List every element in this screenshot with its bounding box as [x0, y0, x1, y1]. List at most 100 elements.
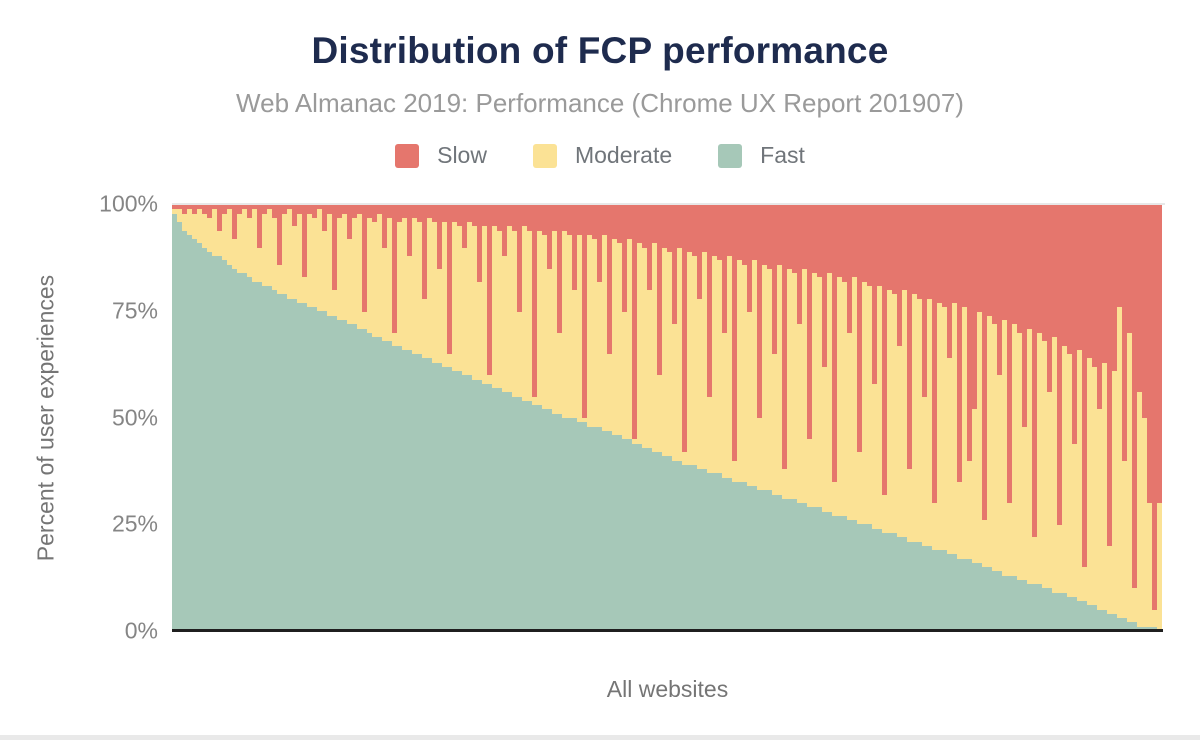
chart-column — [487, 205, 492, 631]
chart-column — [587, 205, 592, 631]
legend-swatch-slow-icon — [395, 143, 420, 168]
chart-column — [432, 205, 437, 631]
chart-column — [257, 205, 262, 631]
chart-column — [557, 205, 562, 631]
chart-column — [297, 205, 302, 631]
chart-column — [482, 205, 487, 631]
y-tick-50: 50% — [111, 404, 158, 431]
chart-column — [457, 205, 462, 631]
chart-column — [467, 205, 472, 631]
chart-column — [187, 205, 192, 631]
chart-column — [1007, 205, 1012, 631]
chart-column — [1122, 205, 1127, 631]
chart-column — [427, 205, 432, 631]
chart-column — [192, 205, 197, 631]
chart-column — [1047, 205, 1052, 631]
chart-column — [942, 205, 947, 631]
chart-column — [752, 205, 757, 631]
chart-column — [417, 205, 422, 631]
chart-column — [1092, 205, 1097, 631]
chart-column — [522, 205, 527, 631]
chart-column — [307, 205, 312, 631]
chart-column — [1067, 205, 1072, 631]
chart-column — [1147, 205, 1152, 631]
chart-column — [447, 205, 452, 631]
chart-column — [882, 205, 887, 631]
chart-column — [272, 205, 277, 631]
chart-column — [807, 205, 812, 631]
legend-label-fast: Fast — [760, 142, 805, 168]
chart-column — [647, 205, 652, 631]
y-axis-title: Percent of user experiences — [32, 274, 59, 562]
chart-column — [832, 205, 837, 631]
chart-column — [572, 205, 577, 631]
chart-column — [292, 205, 297, 631]
chart-column — [732, 205, 737, 631]
chart-column — [617, 205, 622, 631]
chart-column — [812, 205, 817, 631]
chart-column — [437, 205, 442, 631]
chart-column — [517, 205, 522, 631]
chart-column — [367, 205, 372, 631]
chart-column — [722, 205, 727, 631]
chart-column — [562, 205, 567, 631]
chart-column — [222, 205, 227, 631]
chart-column — [1142, 205, 1147, 631]
chart-column — [477, 205, 482, 631]
chart-column — [1037, 205, 1042, 631]
chart-column — [972, 205, 977, 631]
chart-column — [472, 205, 477, 631]
chart-column — [657, 205, 662, 631]
chart-column — [177, 205, 182, 631]
chart-column — [987, 205, 992, 631]
chart-column — [207, 205, 212, 631]
chart-column — [592, 205, 597, 631]
chart-column — [252, 205, 257, 631]
chart-column — [702, 205, 707, 631]
chart-column — [662, 205, 667, 631]
chart-column — [317, 205, 322, 631]
plot-area — [172, 205, 1163, 631]
footer-strip — [0, 735, 1200, 740]
chart-column — [772, 205, 777, 631]
chart-column — [182, 205, 187, 631]
x-axis-label: All websites — [606, 676, 729, 702]
chart-column — [412, 205, 417, 631]
chart-column — [877, 205, 882, 631]
chart-column — [872, 205, 877, 631]
chart-column — [342, 205, 347, 631]
chart-column — [847, 205, 852, 631]
chart-column — [892, 205, 897, 631]
chart-column — [262, 205, 267, 631]
legend-swatch-fast-icon — [718, 143, 743, 168]
chart-column — [547, 205, 552, 631]
chart-column — [392, 205, 397, 631]
chart-column — [577, 205, 582, 631]
chart-column — [217, 205, 222, 631]
chart-column — [742, 205, 747, 631]
chart-column — [1127, 205, 1132, 631]
chart-column — [227, 205, 232, 631]
chart-column — [827, 205, 832, 631]
legend-label-moderate: Moderate — [574, 142, 673, 168]
chart-column — [977, 205, 982, 631]
chart-column — [1157, 205, 1162, 631]
chart-column — [1027, 205, 1032, 631]
chart-column — [602, 205, 607, 631]
chart-column — [267, 205, 272, 631]
chart-column — [277, 205, 282, 631]
chart-column — [512, 205, 517, 631]
chart-column — [997, 205, 1002, 631]
chart-column — [682, 205, 687, 631]
chart-column — [1152, 205, 1157, 631]
chart-column — [337, 205, 342, 631]
chart-column — [1057, 205, 1062, 631]
chart-column — [902, 205, 907, 631]
chart-column — [607, 205, 612, 631]
chart-column — [762, 205, 767, 631]
chart-column — [667, 205, 672, 631]
chart-column — [622, 205, 627, 631]
chart-column — [697, 205, 702, 631]
chart-column — [442, 205, 447, 631]
chart-column — [552, 205, 557, 631]
